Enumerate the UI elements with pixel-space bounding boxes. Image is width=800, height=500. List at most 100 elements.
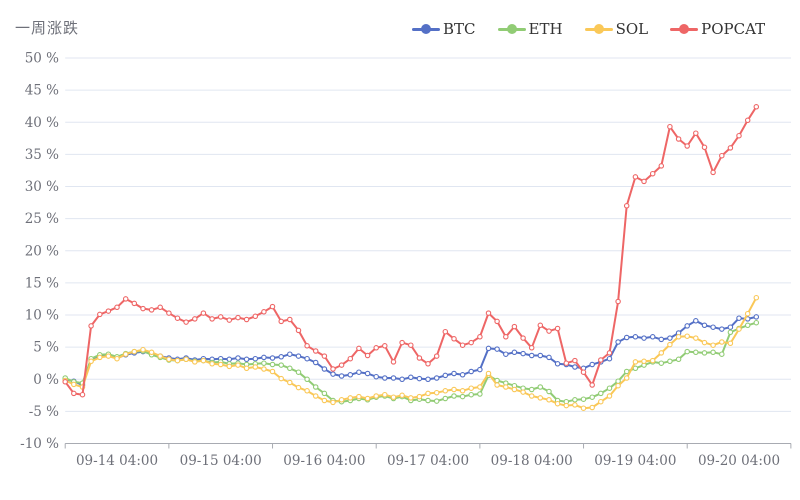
data-point-marker [528,393,535,399]
data-point-marker [494,382,500,388]
data-point-marker [537,395,544,401]
data-point-marker [330,366,336,372]
data-point-marker [528,386,535,393]
data-point-marker [546,388,552,395]
data-point-marker [261,366,267,372]
data-point-marker [200,357,207,364]
data-point-marker [131,348,138,355]
data-point-marker [399,339,405,346]
data-point-marker [312,348,319,354]
data-point-marker [252,364,259,370]
data-point-marker [675,136,682,142]
data-point-marker [321,353,328,359]
data-point-marker [321,397,328,404]
data-point-marker [727,324,734,330]
data-point-marker [174,315,181,321]
data-point-marker [321,366,328,372]
legend-line-dot-icon [584,22,613,36]
y-axis-label: 0 % [33,372,59,388]
series-sol[interactable] [62,294,760,411]
data-point-marker [623,203,630,209]
data-point-marker [511,349,518,356]
data-point-marker [97,354,103,361]
data-point-marker [675,356,682,363]
data-point-marker [701,339,708,346]
data-point-marker [684,323,690,329]
data-point-marker [408,374,414,381]
data-point-marker [338,362,345,368]
data-point-marker [753,104,760,110]
data-point-marker [606,350,613,356]
data-point-marker [537,322,544,329]
data-point-marker [451,386,457,393]
data-point-marker [537,384,544,390]
data-point-marker [416,355,423,361]
data-point-marker [382,343,388,349]
data-point-marker [598,398,604,405]
data-point-marker [416,375,423,382]
data-point-marker [727,340,734,347]
data-point-marker [390,359,397,365]
data-point-marker [744,322,751,329]
data-point-marker [477,384,483,390]
data-point-marker [520,350,526,357]
data-point-marker [278,354,284,360]
data-point-marker [511,386,518,393]
data-point-marker [287,351,293,357]
legend-item-btc[interactable]: BTC [412,20,476,38]
y-axis-label: 20 % [25,243,59,259]
data-point-marker [719,152,725,159]
data-point-marker [727,329,734,336]
data-point-marker [183,356,189,363]
data-point-marker [632,334,639,340]
data-point-marker [658,336,665,343]
data-point-marker [693,335,699,341]
data-point-marker [243,365,250,372]
legend-label: ETH [528,20,563,38]
data-point-marker [511,323,518,330]
data-point-marker [623,368,630,375]
y-axis-label: 10 % [25,308,59,324]
data-point-marker [589,361,595,368]
data-point-marker [753,319,760,326]
data-point-marker [261,354,267,361]
data-point-marker [667,358,673,365]
data-point-marker [166,356,172,363]
data-point-marker [140,346,146,353]
data-point-marker [114,304,120,311]
series-popcat[interactable] [62,104,760,398]
data-point-marker [304,388,310,394]
data-point-marker [425,397,431,404]
data-point-marker [615,339,621,345]
data-point-marker [338,373,345,379]
data-point-marker [649,334,656,340]
data-point-marker [615,378,621,384]
data-point-marker [632,359,639,365]
legend-item-popcat[interactable]: POPCAT [670,20,765,38]
data-point-marker [442,395,449,402]
data-point-marker [658,163,665,169]
data-point-marker [157,304,163,311]
data-point-marker [520,335,526,341]
data-point-marker [546,397,552,403]
data-point-marker [287,316,293,323]
data-point-marker [572,397,578,403]
data-point-marker [641,335,647,341]
series-btc[interactable] [62,314,760,388]
data-point-marker [304,376,310,383]
data-point-marker [598,357,604,363]
x-axis-label: 09-14 04:00 [76,453,158,469]
chart-title: 一周涨跌 [15,19,80,37]
data-point-marker [736,315,742,321]
legend-item-sol[interactable]: SOL [584,20,648,38]
data-point-marker [442,372,449,379]
data-point-marker [356,345,362,352]
data-point-marker [373,345,379,351]
data-point-marker [451,370,457,377]
data-point-marker [468,391,474,398]
data-point-marker [269,368,276,375]
data-point-marker [572,402,578,408]
data-point-marker [433,389,440,396]
legend-item-eth[interactable]: ETH [497,20,563,38]
